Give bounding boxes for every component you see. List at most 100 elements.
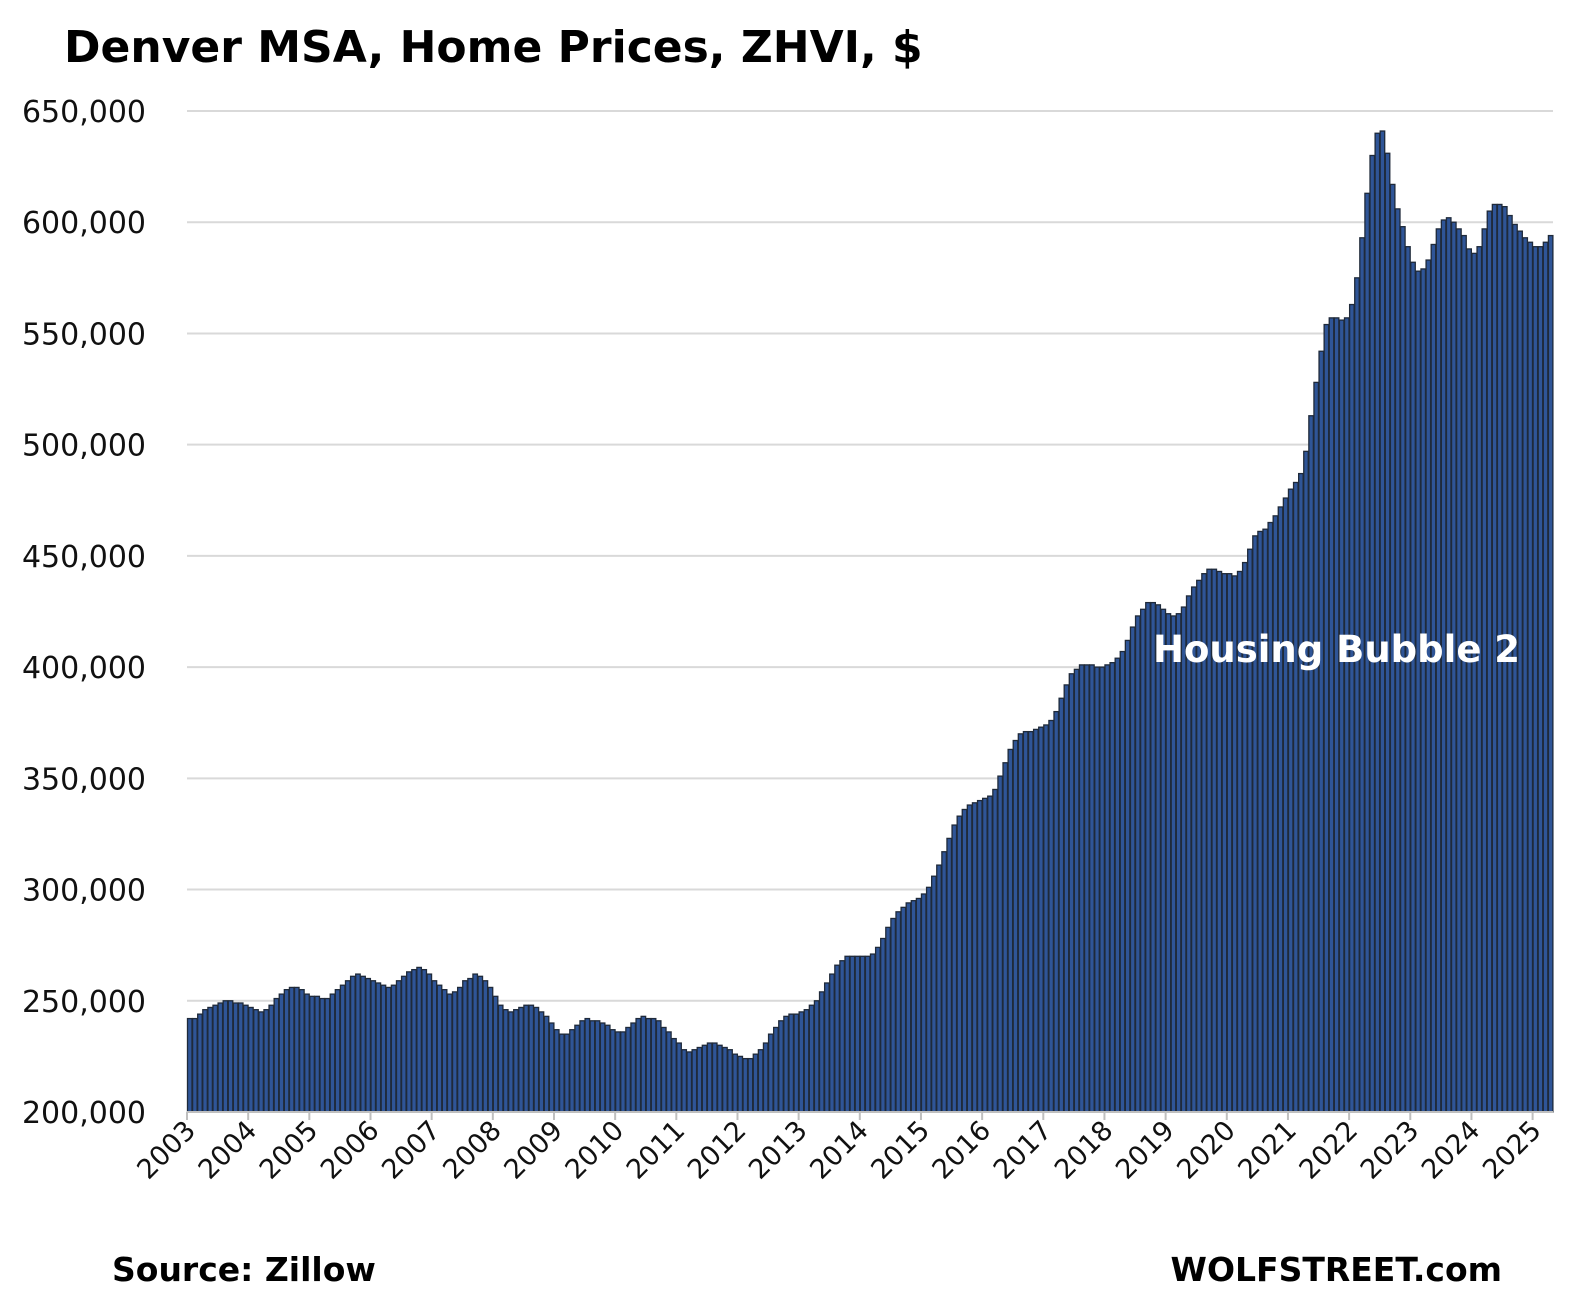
bar bbox=[640, 1015, 647, 1113]
bar bbox=[467, 977, 473, 1113]
bar bbox=[1537, 246, 1544, 1113]
bar bbox=[1466, 248, 1472, 1113]
bar bbox=[1139, 608, 1146, 1113]
bar bbox=[360, 975, 366, 1113]
bar bbox=[497, 1004, 504, 1113]
bar bbox=[747, 1057, 754, 1113]
bar bbox=[671, 1037, 677, 1113]
bar bbox=[1083, 664, 1090, 1113]
bar bbox=[1129, 626, 1136, 1113]
bar bbox=[1089, 664, 1095, 1113]
bar bbox=[186, 1017, 193, 1113]
bar bbox=[191, 1017, 198, 1113]
bar bbox=[620, 1031, 626, 1113]
bar bbox=[1308, 415, 1314, 1113]
x-tick-label: 2022 bbox=[1294, 1115, 1365, 1186]
credit-label: WOLFSTREET.com bbox=[1171, 1250, 1502, 1289]
bar bbox=[1359, 237, 1365, 1113]
bar bbox=[1165, 613, 1172, 1113]
bar bbox=[599, 1022, 606, 1113]
bar bbox=[227, 1000, 234, 1113]
bar bbox=[1303, 450, 1309, 1113]
bar bbox=[528, 1004, 535, 1113]
bar bbox=[885, 926, 891, 1113]
x-tick-label: 2020 bbox=[1171, 1115, 1242, 1186]
bar bbox=[385, 986, 392, 1113]
bar bbox=[834, 964, 840, 1113]
bar bbox=[365, 977, 372, 1113]
bar bbox=[416, 966, 423, 1113]
bar bbox=[971, 802, 978, 1113]
bar bbox=[283, 989, 290, 1113]
bar bbox=[976, 799, 983, 1113]
gridlines bbox=[187, 110, 1553, 1002]
source-label: Source: Zillow bbox=[112, 1250, 376, 1289]
bar bbox=[1068, 673, 1075, 1113]
bar bbox=[716, 1044, 723, 1113]
x-tick-label: 2006 bbox=[315, 1115, 386, 1186]
bar bbox=[1338, 319, 1345, 1113]
bar bbox=[441, 989, 448, 1113]
bar bbox=[456, 986, 463, 1113]
bar bbox=[1109, 662, 1116, 1113]
bar bbox=[1415, 270, 1422, 1113]
bar bbox=[436, 984, 443, 1113]
bar bbox=[609, 1029, 616, 1113]
bar bbox=[1425, 259, 1432, 1113]
bar bbox=[645, 1017, 652, 1113]
bar bbox=[1058, 697, 1065, 1113]
bar bbox=[1476, 246, 1483, 1113]
bar bbox=[558, 1033, 565, 1113]
bar bbox=[579, 1020, 586, 1113]
bar bbox=[859, 955, 866, 1113]
bar bbox=[355, 973, 361, 1113]
bar bbox=[1420, 268, 1427, 1113]
x-tick-label: 2007 bbox=[376, 1115, 447, 1186]
bar bbox=[1430, 243, 1437, 1113]
bar bbox=[752, 1053, 759, 1113]
bar bbox=[864, 955, 871, 1113]
bar bbox=[788, 1013, 795, 1113]
bar bbox=[273, 997, 280, 1113]
x-tick-label: 2012 bbox=[682, 1115, 753, 1186]
bar bbox=[956, 815, 963, 1113]
bar bbox=[304, 993, 310, 1113]
bar bbox=[941, 851, 948, 1113]
bar bbox=[232, 1002, 239, 1113]
bar bbox=[564, 1033, 570, 1113]
bar bbox=[380, 984, 387, 1113]
bar bbox=[1405, 246, 1411, 1113]
bar bbox=[737, 1055, 744, 1113]
bar bbox=[1180, 606, 1187, 1113]
bar bbox=[1323, 323, 1330, 1113]
x-tick-label: 2009 bbox=[498, 1115, 569, 1186]
x-tick-label: 2016 bbox=[927, 1115, 998, 1186]
bar bbox=[1267, 521, 1274, 1113]
bar bbox=[344, 980, 351, 1113]
chart-title: Denver MSA, Home Prices, ZHVI, $ bbox=[64, 22, 923, 73]
bar bbox=[905, 902, 912, 1113]
x-tick-label: 2017 bbox=[988, 1115, 1059, 1186]
bar bbox=[431, 980, 438, 1113]
bar bbox=[502, 1009, 509, 1113]
bar bbox=[818, 991, 825, 1113]
bar bbox=[920, 893, 927, 1113]
bar bbox=[727, 1049, 733, 1113]
bar bbox=[1333, 317, 1340, 1113]
x-tick-label: 2019 bbox=[1110, 1115, 1181, 1186]
bar bbox=[390, 984, 397, 1113]
bar bbox=[1318, 350, 1325, 1113]
bar bbox=[1532, 246, 1539, 1113]
bar bbox=[946, 837, 953, 1113]
bars bbox=[186, 130, 1554, 1113]
bar bbox=[1374, 132, 1381, 1113]
bar bbox=[1471, 252, 1478, 1113]
bar bbox=[874, 946, 881, 1113]
bar bbox=[212, 1004, 219, 1113]
annotation-housing-bubble: Housing Bubble 2 bbox=[1153, 628, 1520, 671]
bar bbox=[421, 968, 428, 1113]
bar bbox=[711, 1042, 718, 1113]
bar bbox=[278, 993, 285, 1113]
bar bbox=[329, 993, 336, 1113]
